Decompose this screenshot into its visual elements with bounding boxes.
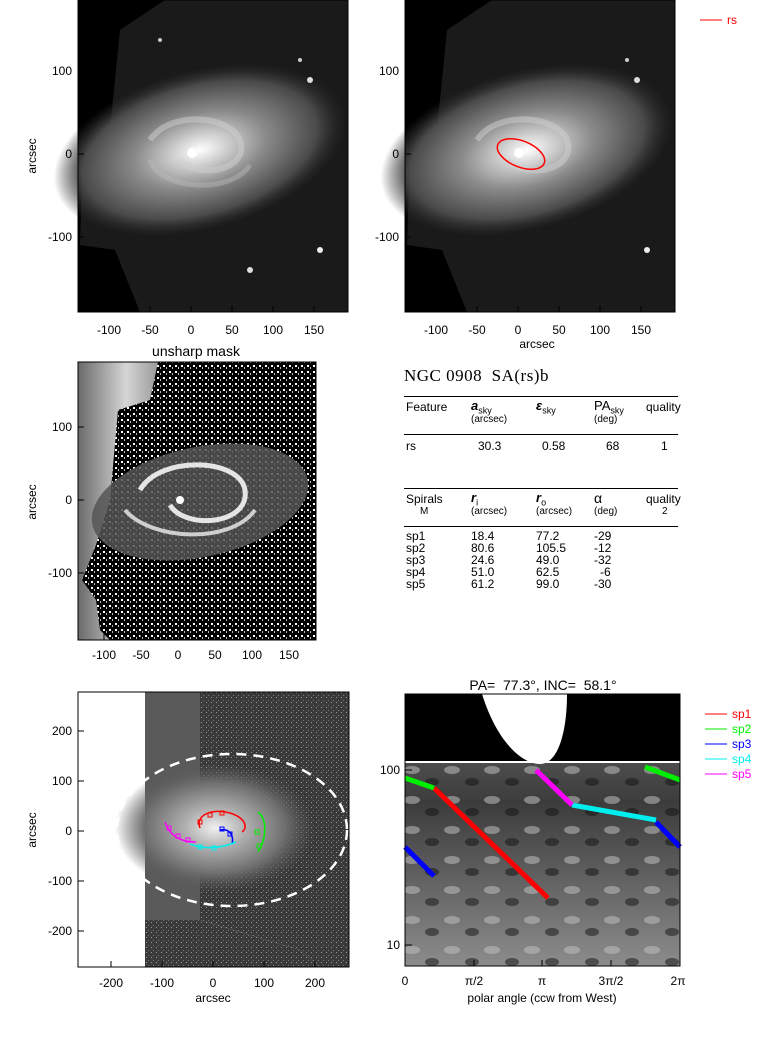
tl-xtick-3: 0 <box>188 323 195 337</box>
us-ytick-3: -100 <box>48 566 72 580</box>
polar-xtick-1: 0 <box>402 974 409 988</box>
sp-alpha: -30 <box>594 578 611 590</box>
sp-header-ri-unit: (arcsec) <box>471 506 507 517</box>
tl-ylabel: arcsec <box>25 138 39 173</box>
info-block: NGC 0908 SA(rs)b Feature asky (arcsec) ε… <box>404 366 694 606</box>
tr-legend-rs: rs <box>727 13 737 27</box>
sp-header-quality-val: 2 <box>662 506 668 517</box>
unsharp-title: unsharp mask <box>152 343 241 359</box>
legend-sp3: sp3 <box>732 737 752 751</box>
tl-xtick-2: -50 <box>141 323 159 337</box>
sp-ro: 99.0 <box>536 578 559 590</box>
feat-header-pa-unit: (deg) <box>594 414 617 425</box>
polar-ytick-2: 10 <box>387 938 401 952</box>
dp-ytick-5: -200 <box>48 924 72 938</box>
tr-ytick-1: 100 <box>379 64 399 78</box>
polar-xlabel: polar angle (ccw from West) <box>467 991 616 1005</box>
feat-header-pa: PAsky <box>594 398 624 416</box>
tl-ytick-1: 100 <box>52 64 72 78</box>
sp-header-alpha-unit: (deg) <box>594 506 617 517</box>
spiral-row: sp5 61.2 99.0 -30 <box>404 578 678 590</box>
us-ylabel: arcsec <box>25 484 39 519</box>
panel-galaxy-rs-fit: 100 0 -100 -100 -50 0 50 100 150 arcsec … <box>362 0 779 355</box>
dp-ylabel: arcsec <box>25 812 39 847</box>
dp-xtick-4: 100 <box>254 976 274 990</box>
dp-xtick-5: 200 <box>305 976 325 990</box>
galaxy-image-svg: 100 0 -100 -100 -50 0 50 100 150 arcsec <box>0 0 360 345</box>
feat-header-e: εsky <box>536 398 556 416</box>
feat-header-quality: quality <box>646 400 681 414</box>
tr-xtick-4: 50 <box>552 323 566 337</box>
feat-row-a: 30.3 <box>478 439 501 453</box>
polar-title: PA= 77.3°, INC= 58.1° <box>469 677 616 693</box>
tr-xlabel: arcsec <box>519 337 554 351</box>
panel-deprojected: 200 100 0 -100 -200 -200 -100 0 100 200 … <box>0 680 375 1010</box>
legend-sp1: sp1 <box>732 707 752 721</box>
tr-xtick-6: 150 <box>631 323 651 337</box>
sp-header-ro: ro <box>536 490 546 508</box>
deprojected-svg: 200 100 0 -100 -200 -200 -100 0 100 200 … <box>0 680 375 1010</box>
polar-xtick-3: π <box>538 974 546 988</box>
tr-xtick-2: -50 <box>468 323 486 337</box>
polar-ytick-1: 100 <box>380 763 400 777</box>
panel-galaxy-image: 100 0 -100 -100 -50 0 50 100 150 arcsec <box>0 0 360 345</box>
legend-sp5: sp5 <box>732 767 752 781</box>
feat-header-a: asky <box>471 398 492 416</box>
sp-name: sp5 <box>406 578 425 590</box>
tl-ytick-3: -100 <box>48 230 72 244</box>
dp-ytick-2: 100 <box>52 774 72 788</box>
galaxy-rs-svg: 100 0 -100 -100 -50 0 50 100 150 arcsec … <box>362 0 779 355</box>
sp-header-m: M <box>420 506 428 517</box>
feat-row-name: rs <box>406 439 416 453</box>
dp-ytick-3: 0 <box>65 824 72 838</box>
tr-ytick-3: -100 <box>375 230 399 244</box>
dp-xtick-2: -100 <box>150 976 174 990</box>
us-ytick-2: 0 <box>65 493 72 507</box>
tl-xtick-6: 150 <box>304 323 324 337</box>
tr-ytick-2: 0 <box>392 147 399 161</box>
tl-ytick-2: 0 <box>65 147 72 161</box>
us-xtick-3: 0 <box>175 648 182 662</box>
dp-ytick-4: -100 <box>48 874 72 888</box>
tl-xtick-5: 100 <box>263 323 283 337</box>
galaxy-name: NGC 0908 SA(rs)b <box>404 366 549 386</box>
panel-polar: PA= 77.3°, INC= 58.1° 100 10 0 π/2 π 3π/… <box>362 672 779 1017</box>
dp-ytick-1: 200 <box>52 724 72 738</box>
polar-svg: PA= 77.3°, INC= 58.1° 100 10 0 π/2 π 3π/… <box>362 672 779 1017</box>
feat-row-e: 0.58 <box>542 439 565 453</box>
feat-header-a-unit: (arcsec) <box>471 414 507 425</box>
dp-xlabel: arcsec <box>195 991 230 1005</box>
us-xtick-1: -100 <box>92 648 116 662</box>
panel-unsharp-mask: unsharp mask 100 0 -100 -100 -50 0 50 10… <box>0 340 380 670</box>
tr-xtick-5: 100 <box>590 323 610 337</box>
us-ytick-1: 100 <box>52 420 72 434</box>
us-xtick-4: 50 <box>208 648 222 662</box>
us-xtick-2: -50 <box>132 648 150 662</box>
sp-header-alpha: α <box>594 490 602 506</box>
legend-sp4: sp4 <box>732 752 752 766</box>
legend-sp2: sp2 <box>732 722 752 736</box>
tr-xtick-3: 0 <box>515 323 522 337</box>
polar-xtick-5: 2π <box>671 974 686 988</box>
polar-xtick-2: π/2 <box>465 974 484 988</box>
us-xtick-5: 100 <box>242 648 262 662</box>
sp-header-quality: quality <box>646 492 681 506</box>
sp-header-spirals: Spirals <box>406 492 443 506</box>
sp-header-ro-unit: (arcsec) <box>536 506 572 517</box>
tr-xtick-1: -100 <box>424 323 448 337</box>
sp-ri: 61.2 <box>471 578 494 590</box>
feat-row-pa: 68 <box>606 439 619 453</box>
tl-xtick-1: -100 <box>97 323 121 337</box>
unsharp-svg: unsharp mask 100 0 -100 -100 -50 0 50 10… <box>0 340 380 670</box>
sp-header-ri: ri <box>471 490 478 508</box>
tl-xtick-4: 50 <box>225 323 239 337</box>
polar-legend: sp1 sp2 sp3 sp4 sp5 <box>705 707 752 781</box>
spiral-rows: sp1 18.4 77.2 -29 sp2 80.6 105.5 -12 sp3… <box>404 530 678 590</box>
dp-xtick-3: 0 <box>210 976 217 990</box>
feat-row-q: 1 <box>661 439 668 453</box>
polar-xtick-4: 3π/2 <box>599 974 624 988</box>
dp-xtick-1: -200 <box>99 976 123 990</box>
us-xtick-6: 150 <box>279 648 299 662</box>
feat-header-feature: Feature <box>406 400 447 414</box>
